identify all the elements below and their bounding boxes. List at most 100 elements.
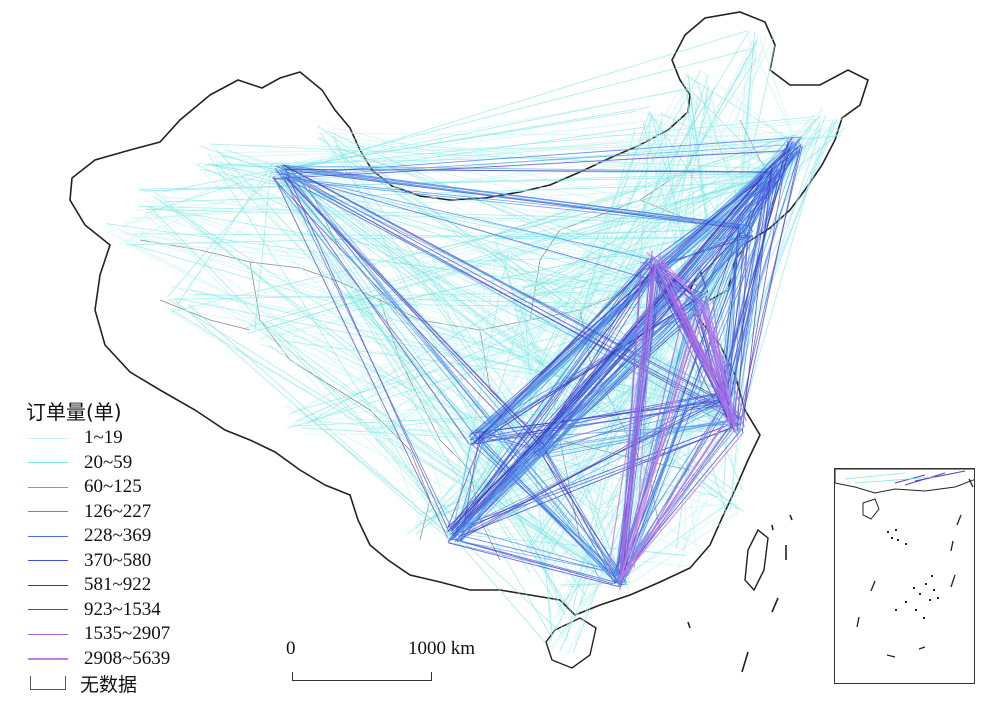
flow-line bbox=[277, 136, 802, 176]
flow-line bbox=[474, 434, 732, 513]
flow-line bbox=[661, 113, 772, 168]
flow-line bbox=[613, 428, 743, 584]
flow-line bbox=[539, 444, 548, 455]
flow-line bbox=[275, 171, 700, 294]
flow-line bbox=[273, 178, 481, 443]
flow-line bbox=[287, 167, 762, 416]
flow-line bbox=[654, 264, 746, 427]
flow-line bbox=[619, 295, 689, 581]
flow-line bbox=[125, 138, 795, 224]
flow-line bbox=[452, 236, 751, 538]
flow-lines bbox=[105, 30, 846, 655]
flow-line bbox=[332, 127, 745, 227]
flow-line bbox=[692, 300, 724, 402]
flow-line bbox=[656, 224, 752, 273]
flow-line bbox=[289, 152, 788, 427]
flow-line bbox=[149, 206, 462, 526]
flow-line bbox=[654, 264, 696, 306]
flow-line bbox=[194, 293, 695, 307]
flow-line bbox=[751, 145, 800, 229]
flow-line bbox=[105, 223, 702, 305]
flow-line bbox=[456, 148, 793, 542]
flow-line bbox=[616, 501, 742, 584]
legend-item: 228~369 bbox=[26, 524, 226, 549]
flow-line bbox=[489, 250, 664, 258]
legend-nodata-row: 无数据 bbox=[26, 671, 226, 696]
flow-line bbox=[699, 299, 733, 405]
legend-item: 20~59 bbox=[26, 451, 226, 476]
legend-label: 228~369 bbox=[84, 525, 152, 547]
flow-line bbox=[125, 243, 532, 447]
flow-line bbox=[281, 179, 551, 636]
flow-line bbox=[479, 112, 662, 445]
flow-line bbox=[286, 167, 751, 231]
flow-line bbox=[285, 177, 545, 445]
flow-line bbox=[519, 289, 535, 458]
flow-line bbox=[654, 264, 670, 269]
legend-swatch bbox=[28, 462, 68, 464]
flow-line bbox=[732, 115, 826, 393]
flow-line bbox=[652, 117, 692, 310]
flow-line bbox=[655, 109, 663, 263]
flow-line bbox=[456, 392, 722, 542]
flow-line bbox=[210, 143, 768, 170]
flow-line bbox=[741, 166, 773, 433]
legend-item: 581~922 bbox=[26, 573, 226, 598]
legend-label: 581~922 bbox=[84, 574, 152, 596]
flow-line bbox=[447, 181, 763, 543]
flow-line bbox=[272, 177, 541, 459]
flow-line bbox=[736, 232, 749, 432]
legend-label: 923~1534 bbox=[84, 598, 161, 620]
flow-line bbox=[470, 430, 739, 496]
south-china-sea-inset bbox=[834, 468, 975, 684]
legend-item: 1535~2907 bbox=[26, 622, 226, 647]
legend: 订单量(单) 1~19 20~59 60~125 126~227 228~369 370~… bbox=[26, 400, 226, 696]
flow-line bbox=[658, 144, 802, 265]
flow-line bbox=[274, 149, 792, 180]
flow-line bbox=[619, 300, 705, 581]
legend-swatch bbox=[28, 609, 68, 611]
flow-line bbox=[455, 441, 484, 534]
legend-swatch bbox=[28, 511, 68, 513]
flow-line bbox=[431, 255, 655, 263]
flow-line bbox=[447, 529, 547, 644]
flow-line bbox=[145, 147, 793, 193]
flow-line bbox=[283, 174, 657, 262]
scale-line bbox=[292, 672, 432, 681]
flow-line bbox=[536, 446, 622, 573]
flow-line bbox=[735, 45, 776, 227]
flow-line bbox=[338, 143, 738, 230]
flow-line bbox=[652, 255, 701, 301]
flow-line bbox=[327, 130, 707, 305]
legend-item: 126~227 bbox=[26, 500, 226, 525]
flow-line bbox=[278, 135, 841, 183]
flow-line bbox=[452, 265, 652, 530]
flow-line bbox=[273, 175, 448, 538]
flow-line bbox=[542, 292, 702, 458]
flow-line bbox=[451, 435, 473, 537]
flow-line bbox=[461, 527, 625, 575]
flow-line bbox=[166, 173, 273, 298]
flow-line bbox=[619, 275, 641, 581]
flow-line bbox=[547, 420, 734, 459]
sea-boundary-dashes bbox=[687, 514, 793, 673]
flow-line bbox=[658, 48, 764, 269]
flow-line bbox=[626, 399, 726, 577]
legend-swatch bbox=[28, 584, 68, 586]
flow-line bbox=[694, 148, 793, 306]
flow-line bbox=[633, 264, 656, 568]
flow-line bbox=[542, 181, 778, 457]
flow-line bbox=[722, 226, 740, 399]
flow-line bbox=[454, 533, 563, 634]
flow-line bbox=[507, 239, 648, 263]
flow-line bbox=[264, 173, 776, 330]
flow-line bbox=[276, 168, 588, 413]
flow-line bbox=[521, 310, 623, 581]
legend-label: 20~59 bbox=[84, 451, 133, 473]
legend-swatch bbox=[28, 657, 68, 660]
legend-swatch bbox=[28, 633, 68, 635]
flow-line bbox=[118, 173, 290, 245]
flow-line bbox=[699, 299, 748, 422]
flow-line bbox=[184, 178, 290, 289]
flow-line bbox=[281, 177, 751, 226]
